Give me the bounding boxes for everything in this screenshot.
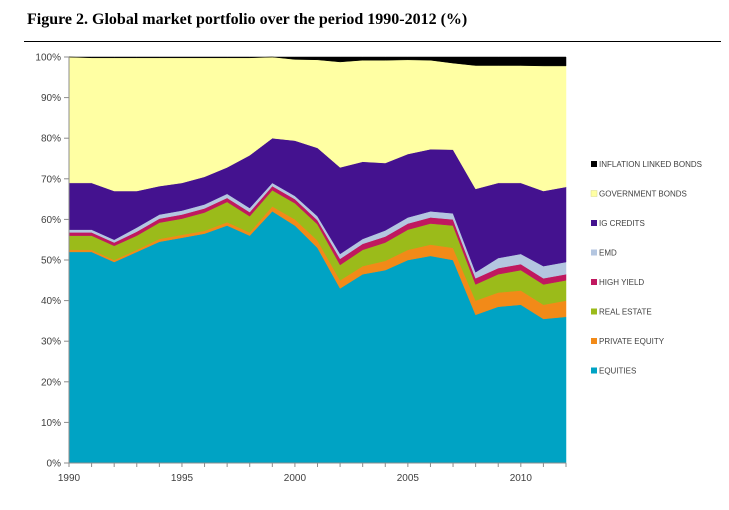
y-tick-label: 100% (35, 53, 61, 64)
y-tick-label: 40% (41, 296, 61, 307)
legend-label: GOVERNMENT BONDS (599, 190, 687, 199)
legend-item-inflation-linked-bonds: INFLATION LINKED BONDS (591, 160, 702, 169)
legend-label: HIGH YIELD (599, 278, 644, 287)
y-tick-label: 70% (41, 174, 61, 185)
legend-swatch (591, 338, 597, 344)
x-tick-label: 2005 (397, 473, 420, 484)
y-tick-label: 10% (41, 418, 61, 429)
x-tick-label: 2010 (510, 473, 533, 484)
x-tick-label: 1990 (58, 473, 81, 484)
y-tick-label: 60% (41, 215, 61, 226)
legend-label: IG CREDITS (599, 219, 645, 228)
legend-swatch (591, 161, 597, 167)
legend-item-high-yield: HIGH YIELD (591, 278, 644, 287)
legend-swatch (591, 367, 597, 374)
y-tick-label: 20% (41, 377, 61, 388)
tick-labels-group: 0% 10% 20% 30% 40% 50% 60% 70% 80% 90% 100% 1990 199… (35, 53, 567, 484)
y-tick-label: 0% (47, 459, 62, 470)
figure-title: Figure 2. Global market portfolio over t… (27, 11, 468, 28)
legend-label: EQUITIES (599, 367, 636, 376)
area-series-group (68, 56, 567, 464)
y-tick-label: 90% (41, 93, 61, 104)
legend: INFLATION LINKED BONDS GOVERNMENT BONDS IG… (590, 160, 702, 376)
legend-label: EMD (599, 249, 617, 258)
legend-label: PRIVATE EQUITY (599, 337, 665, 346)
y-tick-label: 50% (41, 256, 61, 267)
legend-item-emd: EMD (591, 249, 617, 258)
legend-swatch (590, 190, 598, 197)
legend-swatch (591, 220, 597, 226)
x-tick-label: 1995 (171, 473, 194, 484)
legend-swatch (591, 308, 597, 315)
y-tick-label: 30% (41, 337, 61, 348)
legend-label: REAL ESTATE (599, 308, 652, 317)
legend-item-equities: EQUITIES (591, 367, 636, 376)
legend-label: INFLATION LINKED BONDS (599, 160, 702, 169)
legend-item-real-estate: REAL ESTATE (591, 308, 652, 317)
y-tick-label: 80% (41, 134, 61, 145)
x-tick-label: 2000 (284, 473, 307, 484)
area-inflation-linked-bonds (68, 56, 567, 67)
legend-item-private-equity: PRIVATE EQUITY (591, 337, 665, 346)
legend-item-government-bonds: GOVERNMENT BONDS (590, 190, 687, 199)
legend-item-ig-credits: IG CREDITS (591, 219, 645, 228)
title-divider (24, 41, 721, 42)
legend-swatch (591, 249, 597, 256)
legend-swatch (591, 279, 597, 285)
